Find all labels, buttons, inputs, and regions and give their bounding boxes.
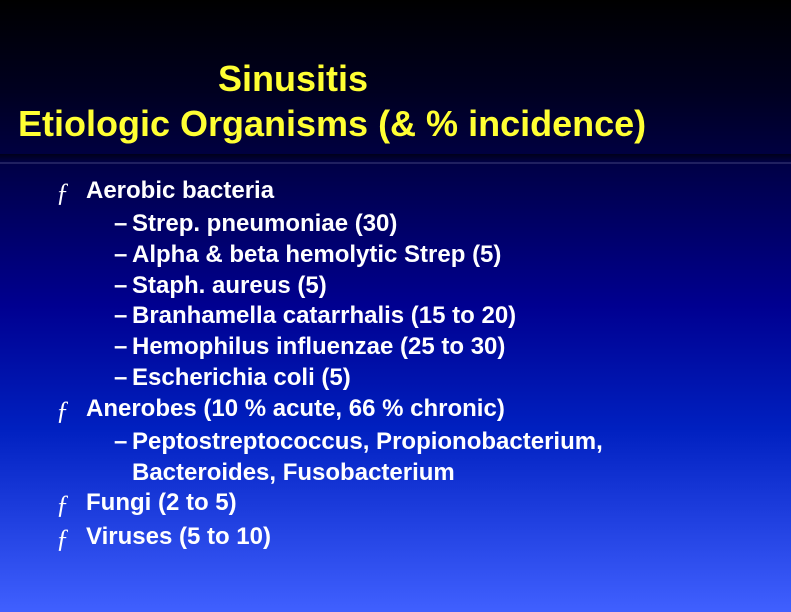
- bullet-icon: ƒ: [56, 522, 86, 555]
- top-spacer: [0, 0, 791, 56]
- dash-icon: –: [114, 363, 132, 394]
- sub-item: – Hemophilus influenzae (25 to 30): [56, 332, 791, 363]
- bullet-icon: ƒ: [56, 488, 86, 521]
- title-underline: [0, 154, 791, 164]
- bullet-icon: ƒ: [56, 176, 86, 209]
- dash-icon: –: [114, 427, 132, 458]
- sub-item-label: Peptostreptococcus, Propionobacterium,: [132, 427, 791, 458]
- sub-item: – Strep. pneumoniae (30): [56, 209, 791, 240]
- sub-item: – Peptostreptococcus, Propionobacterium,: [56, 427, 791, 458]
- dash-icon: –: [114, 209, 132, 240]
- list-item-label: Anerobes (10 % acute, 66 % chronic): [86, 394, 791, 425]
- dash-icon: –: [114, 240, 132, 271]
- sub-item-label: Branhamella catarrhalis (15 to 20): [132, 301, 791, 332]
- sub-item-label: Escherichia coli (5): [132, 363, 791, 394]
- sub-item-label: Strep. pneumoniae (30): [132, 209, 791, 240]
- list-item-label: Fungi (2 to 5): [86, 488, 791, 519]
- sub-item: – Staph. aureus (5): [56, 271, 791, 302]
- list-item: ƒ Fungi (2 to 5): [56, 488, 791, 521]
- sub-item: – Branhamella catarrhalis (15 to 20): [56, 301, 791, 332]
- list-item-label: Aerobic bacteria: [86, 176, 791, 207]
- dash-icon: –: [114, 271, 132, 302]
- list-item: ƒ Viruses (5 to 10): [56, 522, 791, 555]
- sub-item-label: Staph. aureus (5): [132, 271, 791, 302]
- title-line-2: Etiologic Organisms (& % incidence): [18, 101, 773, 146]
- sub-item: – Alpha & beta hemolytic Strep (5): [56, 240, 791, 271]
- list-item-label: Viruses (5 to 10): [86, 522, 791, 553]
- sub-item-label: Alpha & beta hemolytic Strep (5): [132, 240, 791, 271]
- bullet-icon: ƒ: [56, 394, 86, 427]
- dash-icon: –: [114, 332, 132, 363]
- sub-item: – Escherichia coli (5): [56, 363, 791, 394]
- list-item: ƒ Anerobes (10 % acute, 66 % chronic): [56, 394, 791, 427]
- sub-item-label: Hemophilus influenzae (25 to 30): [132, 332, 791, 363]
- title-block: Sinusitis Etiologic Organisms (& % incid…: [0, 56, 791, 154]
- list-item: ƒ Aerobic bacteria: [56, 176, 791, 209]
- sub-item-continuation: Bacteroides, Fusobacterium: [56, 458, 791, 489]
- title-line-1: Sinusitis: [18, 56, 773, 101]
- dash-icon: –: [114, 301, 132, 332]
- slide: Sinusitis Etiologic Organisms (& % incid…: [0, 0, 791, 612]
- body-block: ƒ Aerobic bacteria – Strep. pneumoniae (…: [0, 170, 791, 555]
